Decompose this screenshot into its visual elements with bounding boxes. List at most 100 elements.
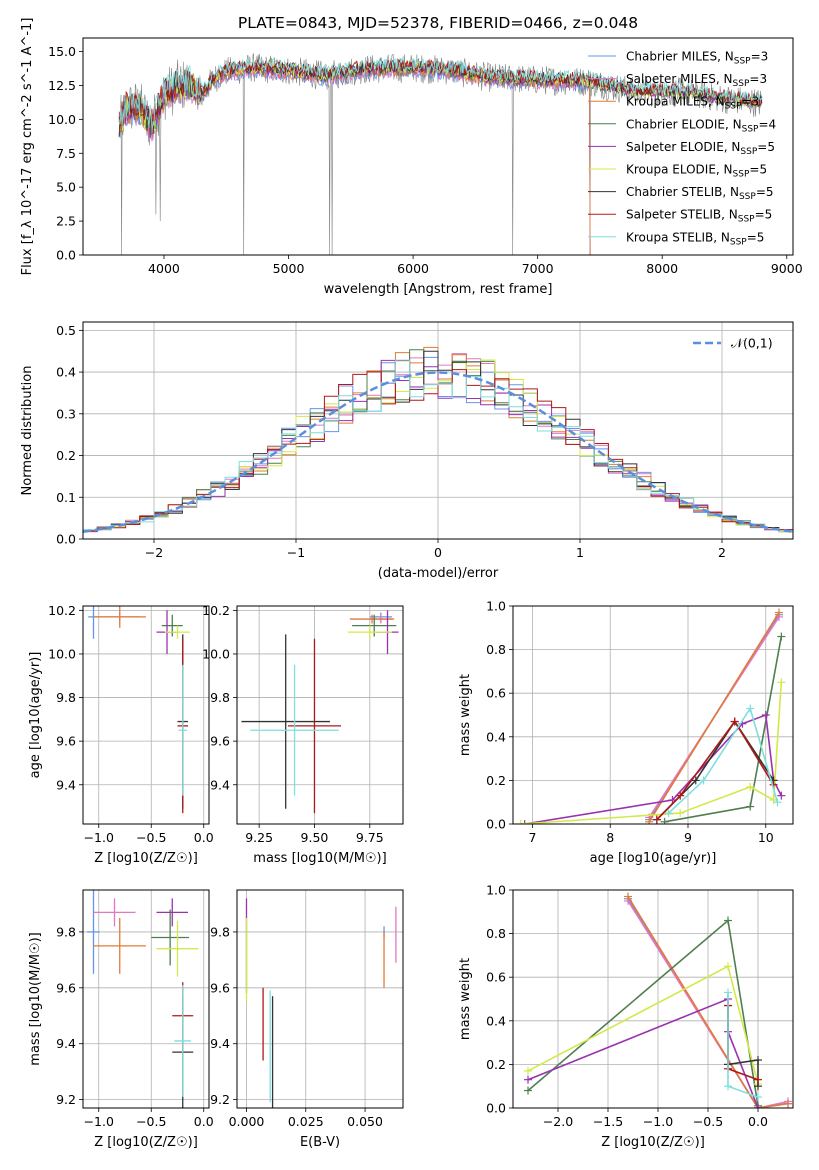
x-tick-label: −0.5 bbox=[136, 830, 166, 845]
y-tick-label: 7.5 bbox=[56, 146, 76, 161]
errorbar-points bbox=[241, 610, 399, 814]
x-tick-label: 9.75 bbox=[356, 830, 384, 845]
gaussian-curve bbox=[83, 371, 793, 533]
axes-frame bbox=[512, 605, 794, 825]
axes-frame bbox=[512, 889, 794, 1109]
legend-subscript: SSP bbox=[734, 57, 751, 67]
x-tick-label: 9000 bbox=[771, 261, 803, 276]
legend-subscript: SSP bbox=[742, 124, 759, 134]
x-tick-label: −2 bbox=[145, 545, 163, 560]
weight-vs-Z-panel: −2.0 −1.5 −1.0 −0.5 0.0 0.0 0.2 0.4 0.6 0.8 1.0 Z [… bbox=[458, 883, 794, 1150]
x-tick-label: 7 bbox=[528, 830, 536, 845]
legend-text: Chabrier STELIB, N bbox=[626, 185, 739, 199]
x-tick-label: 9 bbox=[684, 830, 692, 845]
x-axis-label: (data-model)/error bbox=[378, 566, 499, 581]
histogram-step bbox=[83, 350, 793, 532]
x-tick-label: 0.050 bbox=[347, 1114, 383, 1129]
legend-entry: Chabrier MILES, NSSP=3 bbox=[626, 50, 768, 67]
y-tick-label: 0.6 bbox=[486, 970, 506, 985]
legend-entry: Salpeter MILES, NSSP=3 bbox=[626, 72, 767, 89]
legend-subscript: SSP bbox=[725, 102, 742, 112]
legend-text: Salpeter ELODIE, N bbox=[626, 140, 740, 154]
x-axis-label: mass [log10(M/M☉)] bbox=[253, 851, 386, 866]
y-axis-label: Flux [f_λ 10^-17 erg cm^-2 s^-1 A^-1] bbox=[20, 18, 35, 276]
legend-entry: Kroupa STELIB, NSSP=5 bbox=[626, 230, 764, 247]
y-tick-label: 0.2 bbox=[486, 773, 506, 788]
y-tick-label: 9.4 bbox=[210, 777, 230, 792]
weight-line bbox=[527, 918, 759, 1106]
x-tick-label: 0 bbox=[434, 545, 442, 560]
y-axis-label: Normed distribution bbox=[20, 366, 35, 496]
legend-entry: Salpeter STELIB, NSSP=5 bbox=[626, 208, 772, 225]
x-tick-label: 0.025 bbox=[288, 1114, 324, 1129]
legend-text: Salpeter MILES, N bbox=[626, 72, 733, 86]
x-tick-label: −2.0 bbox=[543, 1114, 573, 1129]
x-tick-label: 6000 bbox=[397, 261, 429, 276]
y-tick-label: 10.0 bbox=[202, 646, 230, 661]
x-tick-label: 0.0 bbox=[194, 830, 214, 845]
legend-entry: Kroupa ELODIE, NSSP=5 bbox=[626, 163, 767, 180]
y-tick-label: 9.6 bbox=[56, 734, 76, 749]
x-tick-label: 9.50 bbox=[301, 830, 329, 845]
weight-line bbox=[627, 896, 789, 1108]
age-vs-mass-panel: 9.25 9.50 9.75 9.4 9.6 9.8 10.0 10.2 mass [log10… bbox=[202, 603, 404, 866]
y-tick-label: 9.6 bbox=[210, 980, 230, 995]
y-tick-label: 0.5 bbox=[56, 323, 76, 338]
x-tick-label: 8000 bbox=[646, 261, 678, 276]
x-axis-label: Z [log10(Z/Z☉)] bbox=[601, 1135, 705, 1150]
x-axis-label: Z [log10(Z/Z☉)] bbox=[94, 851, 198, 866]
legend-subscript: SSP bbox=[739, 192, 756, 202]
x-tick-label: −1.0 bbox=[84, 1114, 114, 1129]
residuals-panel: −2 −1 0 1 2 0.0 0.1 0.2 0.3 0.4 0.5 (data-model)/er… bbox=[20, 321, 794, 581]
x-tick-label: 7000 bbox=[522, 261, 554, 276]
weight-series bbox=[516, 608, 786, 824]
y-tick-label: 0.1 bbox=[56, 490, 76, 505]
axes-frame bbox=[82, 889, 210, 1109]
y-tick-label: 9.8 bbox=[56, 690, 76, 705]
x-tick-label: −1.0 bbox=[643, 1114, 673, 1129]
legend-value: =5 bbox=[757, 140, 775, 154]
legend-subscript: SSP bbox=[730, 237, 747, 247]
x-tick-label: 1 bbox=[576, 545, 584, 560]
legend-value: =3 bbox=[742, 95, 760, 109]
y-tick-label: 9.8 bbox=[56, 924, 76, 939]
weight-series bbox=[524, 892, 792, 1108]
y-tick-label: 0.0 bbox=[56, 532, 76, 547]
y-tick-label: 9.6 bbox=[210, 734, 230, 749]
y-tick-label: 9.2 bbox=[210, 1092, 230, 1107]
legend-entry: Kroupa MILES, NSSP=3 bbox=[626, 95, 759, 112]
legend-entry: 𝒩(0,1) bbox=[731, 336, 773, 351]
y-tick-label: 0.8 bbox=[486, 642, 506, 657]
y-tick-label: 0.2 bbox=[56, 448, 76, 463]
legend-text: Chabrier MILES, N bbox=[626, 50, 734, 64]
x-tick-label: 8 bbox=[606, 830, 614, 845]
x-tick-label: −0.5 bbox=[136, 1114, 166, 1129]
x-tick-label: 0.0 bbox=[748, 1114, 768, 1129]
weight-line bbox=[668, 706, 779, 814]
errorbar-points bbox=[88, 606, 191, 814]
errorbar-points bbox=[245, 898, 397, 1108]
legend-value: =5 bbox=[749, 163, 767, 177]
x-tick-label: 5000 bbox=[273, 261, 305, 276]
model-spectrum-line bbox=[119, 56, 763, 134]
weight-line bbox=[648, 612, 780, 823]
legend-text: Chabrier ELODIE, N bbox=[626, 117, 742, 131]
errorbar-points bbox=[87, 890, 199, 1108]
legend-subscript: SSP bbox=[733, 170, 750, 180]
y-tick-label: 1.0 bbox=[486, 883, 506, 898]
y-tick-label: 9.2 bbox=[56, 1092, 76, 1107]
chart-panels: 4000 5000 6000 7000 8000 90000.02.55.07.510.0… bbox=[20, 18, 803, 1150]
y-tick-label: 0.0 bbox=[56, 248, 76, 263]
legend-subscript: SSP bbox=[738, 215, 755, 225]
legend-entry: Chabrier STELIB, NSSP=5 bbox=[626, 185, 774, 202]
legend-subscript: SSP bbox=[733, 79, 750, 89]
y-tick-label: 1.0 bbox=[486, 599, 506, 614]
weight-vs-age-panel: 7 8 9 10 0.0 0.2 0.4 0.6 0.8 1.0 age [log10(age/yr… bbox=[458, 599, 794, 866]
legend-value: =3 bbox=[751, 50, 769, 64]
y-tick-label: 15.0 bbox=[48, 44, 76, 59]
x-tick-label: 10 bbox=[758, 830, 774, 845]
y-tick-label: 10.0 bbox=[48, 646, 76, 661]
x-tick-label: −0.5 bbox=[693, 1114, 723, 1129]
y-tick-label: 0.3 bbox=[56, 406, 76, 421]
